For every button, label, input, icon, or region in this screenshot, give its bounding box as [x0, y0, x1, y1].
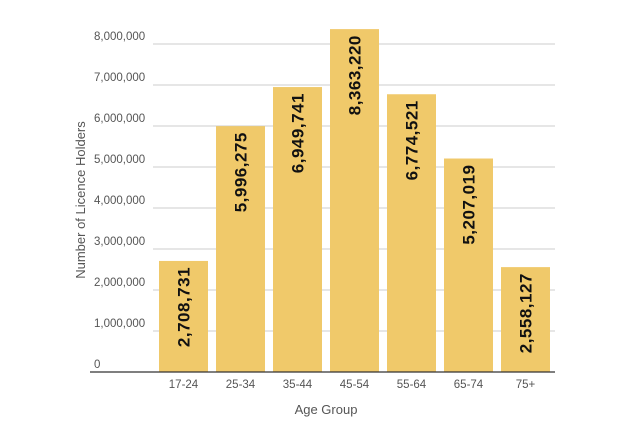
bar-25-34 — [216, 126, 265, 372]
bar-65-74 — [444, 158, 493, 372]
bar-45-54 — [330, 29, 379, 373]
x-tick-label: 35-44 — [283, 379, 313, 391]
data-label: 5,207,019 — [460, 165, 479, 245]
y-tick-label: 3,000,000 — [94, 236, 145, 248]
y-tick-label: 6,000,000 — [94, 113, 145, 125]
data-labels: 2,708,731 5,996,275 6,949,741 8,363,220 6,77… — [175, 35, 536, 353]
y-tick-label: 1,000,000 — [94, 318, 145, 330]
x-tick-label: 65-74 — [454, 379, 484, 391]
y-tick-label: 7,000,000 — [94, 72, 145, 84]
x-tick-label: 25-34 — [226, 379, 256, 391]
y-tick-label: 4,000,000 — [94, 195, 145, 207]
bar-35-44 — [273, 87, 322, 373]
bar-75+ — [501, 267, 550, 372]
x-tick-labels: 17-24 25-34 35-44 45-54 55-64 65-74 75+ — [169, 379, 536, 391]
x-tick-label: 17-24 — [169, 379, 199, 391]
data-label: 6,949,741 — [289, 93, 308, 173]
data-label: 2,558,127 — [517, 273, 536, 353]
bars — [159, 29, 550, 373]
bar-17-24 — [159, 260, 208, 372]
data-label: 6,774,521 — [403, 100, 422, 180]
x-tick-label: 55-64 — [397, 379, 427, 391]
y-tick-label: 2,000,000 — [94, 277, 145, 289]
x-tick-label: 75+ — [516, 379, 536, 391]
bar-55-64 — [387, 94, 436, 373]
y-tick-label: 8,000,000 — [94, 31, 145, 43]
data-label: 5,996,275 — [232, 132, 251, 212]
x-axis-title: Age Group — [295, 402, 358, 417]
y-tick-labels: 0 1,000,000 2,000,000 3,000,000 4,000,000 5,0… — [94, 31, 145, 371]
y-axis-title: Number of Licence Holders — [73, 121, 88, 279]
y-tick-label: 0 — [94, 359, 100, 371]
data-label: 8,363,220 — [346, 35, 365, 115]
x-tick-label: 45-54 — [340, 379, 370, 391]
y-tick-label: 5,000,000 — [94, 154, 145, 166]
data-label: 2,708,731 — [175, 267, 194, 347]
